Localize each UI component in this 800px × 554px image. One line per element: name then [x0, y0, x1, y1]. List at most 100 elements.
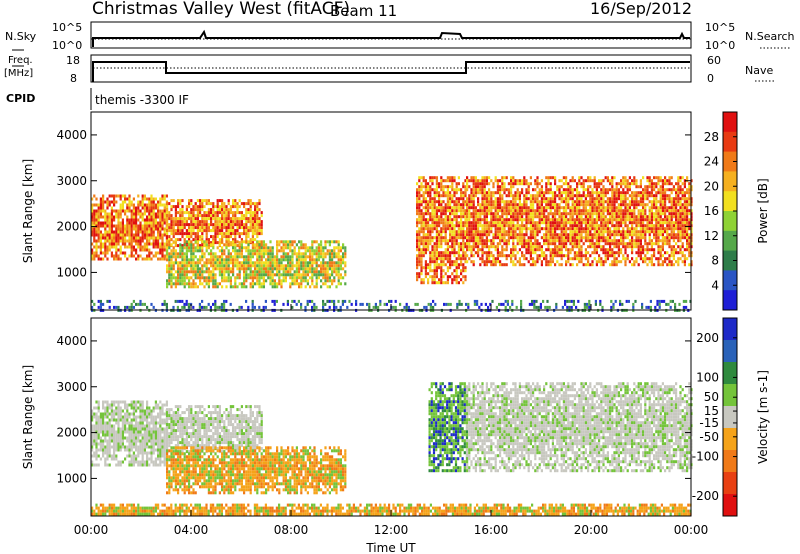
range-gate-cell: [516, 260, 519, 264]
range-gate-cell: [172, 235, 175, 239]
range-gate-cell: [657, 206, 660, 210]
range-gate-cell: [584, 236, 587, 240]
range-gate-cell: [427, 188, 430, 192]
range-gate-cell: [661, 197, 664, 201]
range-gate-cell: [510, 203, 513, 207]
range-gate-cell: [99, 215, 102, 219]
range-gate-cell: [591, 260, 594, 264]
range-gate-cell: [485, 257, 488, 261]
range-gate-cell: [295, 267, 298, 271]
range-gate-cell: [633, 212, 636, 216]
range-gate-cell: [483, 251, 486, 255]
range-gate-cell: [146, 254, 149, 258]
range-gate-cell: [514, 194, 517, 198]
range-gate-cell: [212, 276, 215, 280]
range-gate-cell: [203, 214, 206, 218]
range-gate-cell: [659, 248, 662, 252]
range-gate-cell: [604, 257, 607, 261]
range-gate-cell: [604, 251, 607, 255]
range-gate-cell: [199, 208, 202, 212]
range-gate-cell: [150, 194, 153, 198]
range-gate-cell: [333, 267, 336, 271]
range-gate-cell: [591, 263, 594, 267]
range-gate-cell: [633, 221, 636, 225]
range-gate-cell: [93, 230, 96, 234]
range-gate-cell: [420, 260, 423, 264]
range-gate-cell: [234, 205, 237, 209]
range-gate-cell: [635, 260, 638, 264]
range-gate-cell: [501, 179, 504, 183]
range-gate-cell: [429, 224, 432, 228]
range-gate-cell: [174, 241, 177, 245]
range-gate-cell: [571, 209, 574, 213]
range-gate-cell: [646, 218, 649, 222]
range-gate-cell: [170, 258, 173, 262]
range-gate-cell: [183, 258, 186, 262]
range-gate-cell: [328, 279, 331, 283]
range-gate-cell: [505, 194, 508, 198]
range-gate-cell: [449, 221, 452, 225]
range-gate-cell: [317, 258, 320, 262]
range-gate-cell: [300, 255, 303, 259]
range-gate-cell: [240, 240, 243, 244]
range-gate-cell: [591, 239, 594, 243]
range-gate-cell: [584, 209, 587, 213]
range-gate-cell: [494, 236, 497, 240]
range-gate-cell: [146, 206, 149, 210]
range-gate-cell: [540, 221, 543, 225]
range-gate-cell: [466, 260, 469, 264]
range-gate-cell: [503, 254, 506, 258]
range-gate-cell: [418, 194, 421, 198]
range-gate-cell: [464, 251, 467, 255]
range-gate-cell: [207, 211, 210, 215]
range-gate-cell: [655, 239, 658, 243]
range-gate-cell: [492, 233, 495, 237]
range-gate-cell: [256, 223, 259, 227]
range-gate-cell: [503, 239, 506, 243]
range-gate-cell: [444, 224, 447, 228]
range-gate-cell: [536, 191, 539, 195]
range-gate-cell: [289, 285, 292, 289]
range-gate-cell: [584, 257, 587, 261]
range-gate-cell: [431, 236, 434, 240]
range-gate-cell: [547, 263, 550, 267]
range-gate-cell: [558, 179, 561, 183]
range-gate-cell: [523, 236, 526, 240]
range-gate-cell: [653, 227, 656, 231]
range-gate-cell: [179, 255, 182, 259]
range-gate-cell: [466, 230, 469, 234]
range-gate-cell: [523, 233, 526, 237]
range-gate-cell: [565, 197, 568, 201]
range-gate-cell: [216, 232, 219, 236]
range-gate-cell: [606, 257, 609, 261]
range-gate-cell: [670, 200, 673, 204]
range-gate-cell: [280, 285, 283, 289]
range-gate-cell: [543, 206, 546, 210]
range-gate-cell: [538, 206, 541, 210]
range-gate-cell: [442, 212, 445, 216]
range-gate-cell: [130, 221, 133, 225]
range-gate-cell: [474, 212, 477, 216]
range-gate-cell: [582, 203, 585, 207]
range-gate-cell: [580, 182, 583, 186]
range-gate-cell: [637, 230, 640, 234]
range-gate-cell: [126, 206, 129, 210]
range-gate-cell: [137, 212, 140, 216]
range-gate-cell: [558, 251, 561, 255]
range-gate-cell: [472, 227, 475, 231]
range-gate-cell: [223, 205, 226, 209]
range-gate-cell: [659, 188, 662, 192]
range-gate-cell: [234, 235, 237, 239]
range-gate-cell: [620, 212, 623, 216]
range-gate-cell: [190, 211, 193, 215]
range-gate-cell: [622, 230, 625, 234]
range-gate-cell: [276, 267, 279, 271]
range-gate-cell: [547, 206, 550, 210]
range-gate-cell: [626, 197, 629, 201]
range-gate-cell: [148, 227, 151, 231]
range-gate-cell: [525, 221, 528, 225]
range-gate-cell: [104, 218, 107, 222]
range-gate-cell: [427, 278, 430, 282]
range-gate-cell: [470, 230, 473, 234]
range-gate-cell: [543, 257, 546, 261]
